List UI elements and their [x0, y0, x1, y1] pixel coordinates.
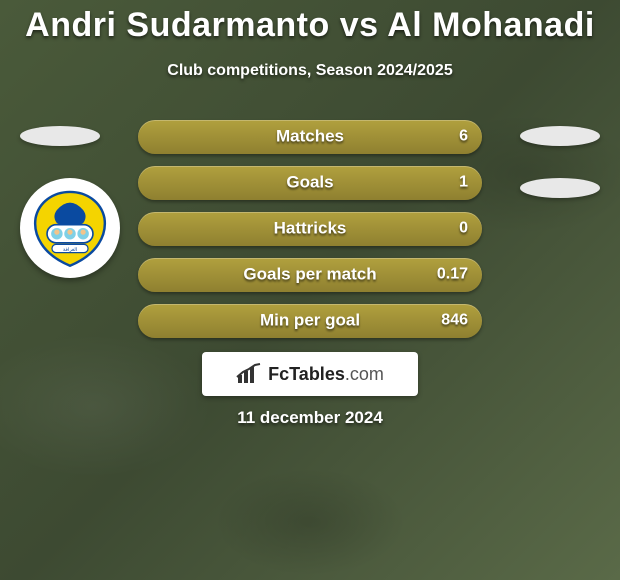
stat-label: Goals per match: [138, 265, 482, 285]
stat-value: 0.17: [437, 266, 468, 284]
stat-bar-matches: Matches 6: [138, 120, 482, 154]
brand-text: FcTables.com: [268, 364, 384, 385]
player-slot-left-top: [20, 126, 100, 146]
brand-strong: FcTables: [268, 364, 345, 384]
chart-icon: [236, 363, 262, 385]
stat-label: Matches: [138, 127, 482, 147]
stat-bar-goals-per-match: Goals per match 0.17: [138, 258, 482, 292]
brand-light: .com: [345, 364, 384, 384]
club-crest-icon: الغرافة: [29, 187, 111, 269]
stat-bar-hattricks: Hattricks 0: [138, 212, 482, 246]
page-title: Andri Sudarmanto vs Al Mohanadi: [0, 6, 620, 45]
club-badge: الغرافة: [20, 178, 120, 278]
stat-label: Goals: [138, 173, 482, 193]
stat-label: Min per goal: [138, 311, 482, 331]
stats-group: Matches 6 Goals 1 Hattricks 0 Goals per …: [138, 120, 482, 350]
infographic-root: Andri Sudarmanto vs Al Mohanadi Club com…: [0, 0, 620, 580]
stat-value: 1: [459, 174, 468, 192]
page-subtitle: Club competitions, Season 2024/2025: [0, 62, 620, 80]
stat-bar-goals: Goals 1: [138, 166, 482, 200]
player-slot-right-bottom: [520, 178, 600, 198]
stat-value: 6: [459, 128, 468, 146]
stat-label: Hattricks: [138, 219, 482, 239]
svg-text:الغرافة: الغرافة: [63, 247, 77, 253]
stat-value: 846: [441, 312, 468, 330]
player-slot-right-top: [520, 126, 600, 146]
stat-value: 0: [459, 220, 468, 238]
stat-bar-min-per-goal: Min per goal 846: [138, 304, 482, 338]
date-label: 11 december 2024: [0, 408, 620, 428]
brand-badge: FcTables.com: [202, 352, 418, 396]
